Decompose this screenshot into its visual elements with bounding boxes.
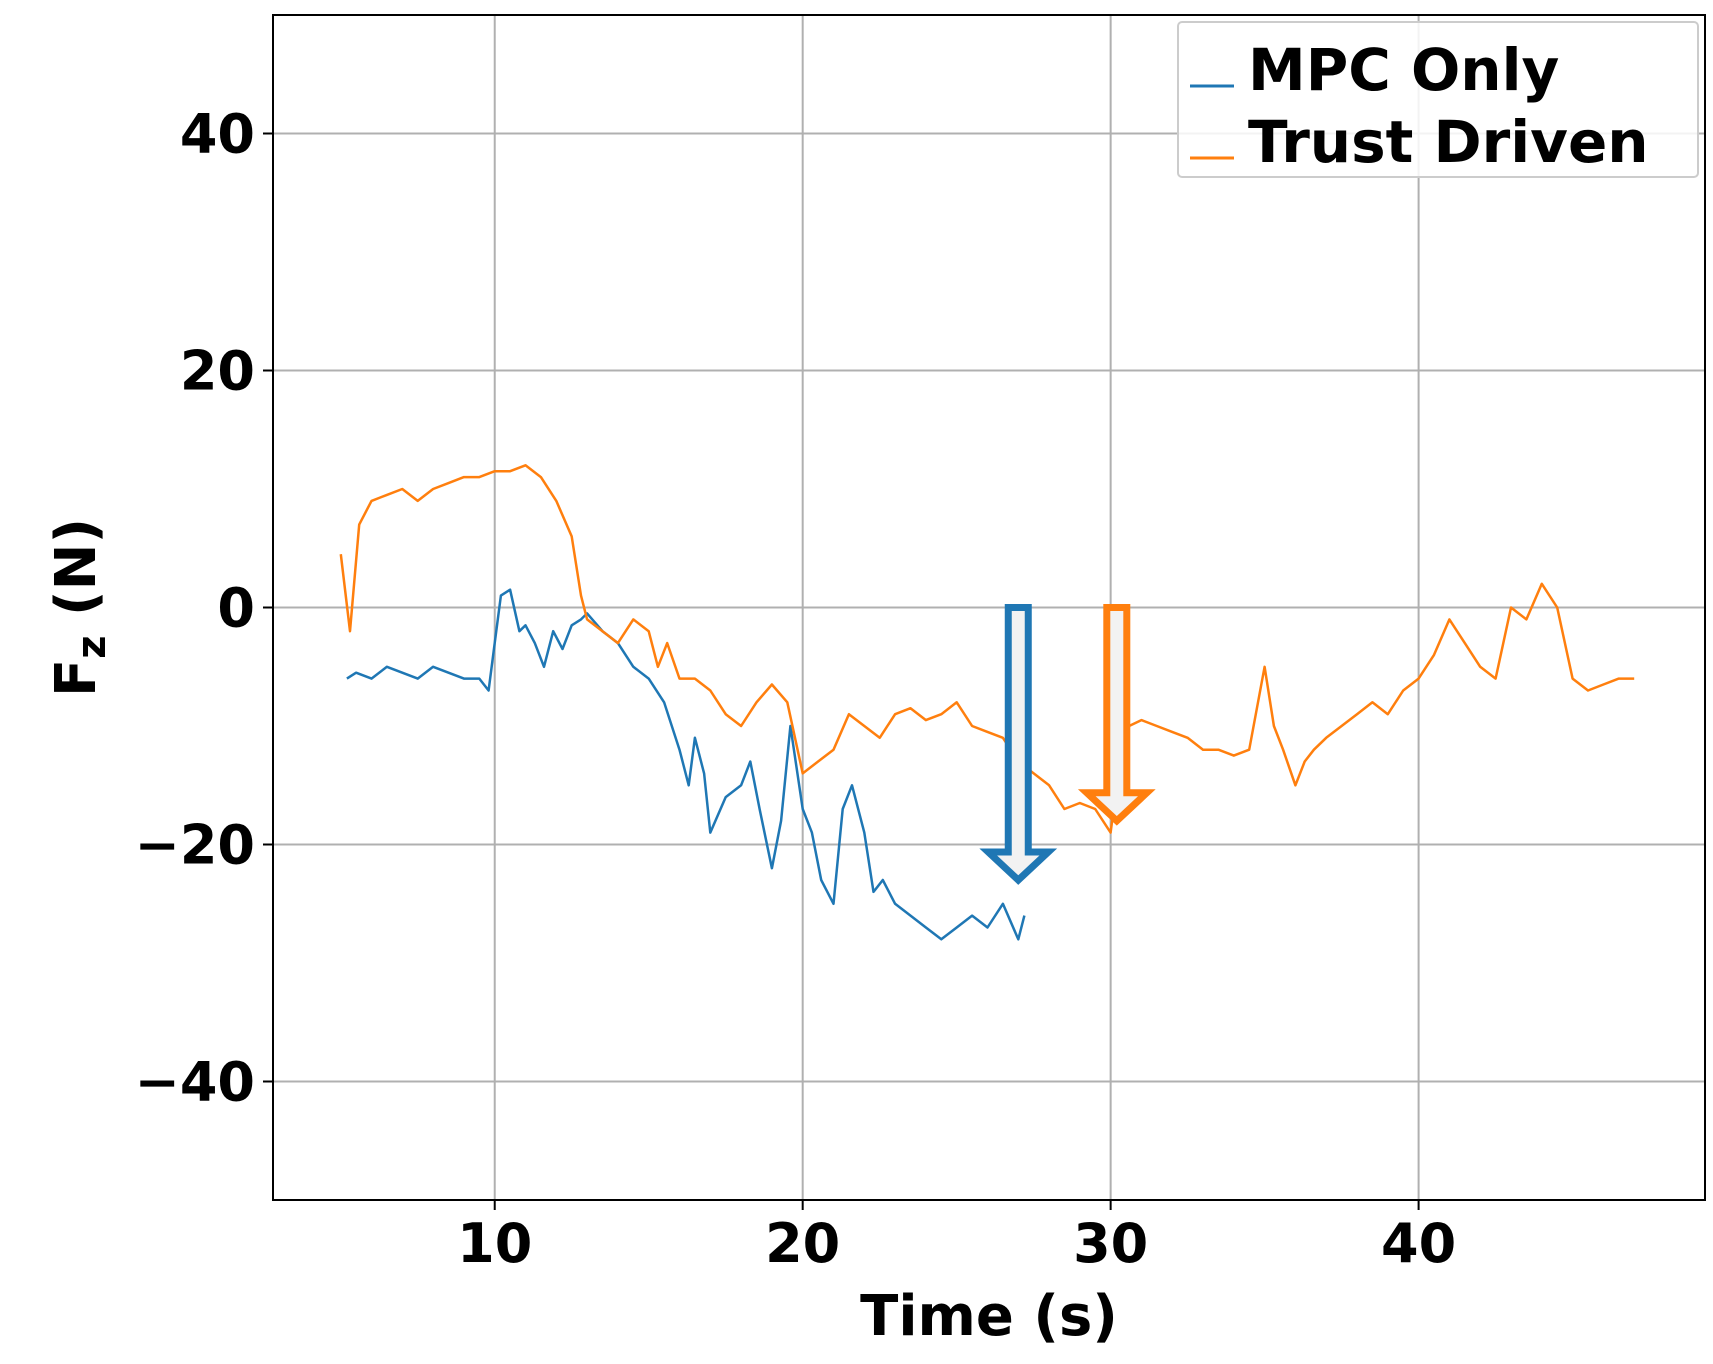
y-tick-label: −40 — [135, 1051, 255, 1114]
end-arrow-1 — [1077, 604, 1156, 826]
legend-label-1: Trust Driven — [1248, 108, 1649, 176]
legend-box — [1177, 21, 1699, 178]
series-layer — [339, 464, 1635, 941]
x-tick-label: 40 — [1381, 1212, 1456, 1275]
series-line-1 — [339, 464, 1635, 834]
y-axis-label-rest: (N) — [44, 518, 109, 636]
y-tick-label: −20 — [135, 814, 255, 877]
y-axis-label-main: F — [44, 659, 109, 697]
end-arrow-0 — [979, 604, 1058, 885]
x-axis-label: Time (s) — [860, 1284, 1118, 1349]
y-axis-label-sub: z — [69, 636, 115, 659]
series-line-0 — [346, 588, 1026, 941]
y-tick-label: 0 — [217, 577, 255, 640]
y-tick-label: 40 — [180, 103, 255, 166]
svg-text:Fz (N): Fz (N) — [44, 518, 115, 697]
legend-label-0: MPC Only — [1248, 36, 1559, 104]
arrow-layer — [979, 604, 1156, 885]
x-tick-label: 30 — [1073, 1212, 1148, 1275]
y-axis-label: Fz (N) — [44, 518, 115, 697]
y-tick-label: 20 — [180, 340, 255, 403]
x-tick-label: 10 — [457, 1212, 532, 1275]
x-tick-label: 20 — [765, 1212, 840, 1275]
tick-layer: 10 20 30 40 −40 −20 0 20 40 — [135, 103, 1457, 1276]
